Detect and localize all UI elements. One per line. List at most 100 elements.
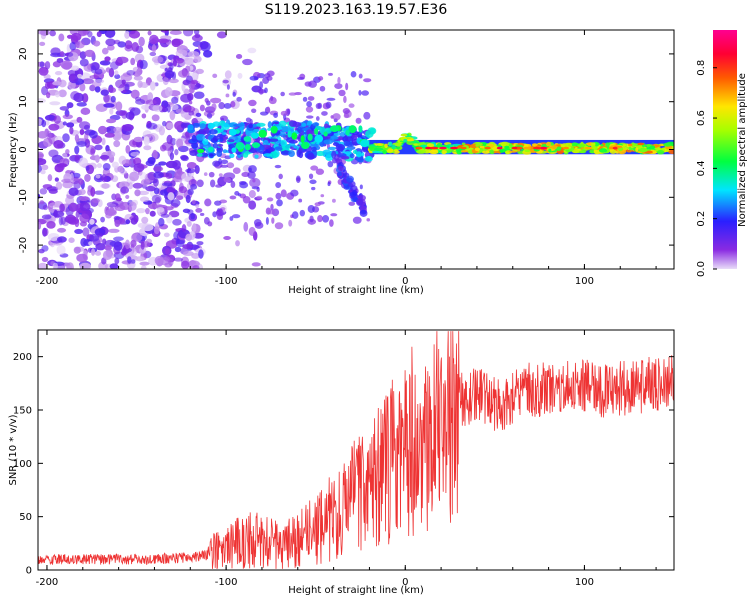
heatmap-cell — [235, 141, 245, 150]
heatmap-cell — [66, 52, 74, 57]
heatmap-cell — [591, 142, 596, 146]
heatmap-cell — [406, 138, 415, 142]
heatmap-cell — [127, 182, 134, 190]
heatmap-cell — [118, 110, 128, 116]
heatmap-cell — [311, 186, 316, 191]
heatmap-cell — [169, 30, 182, 36]
heatmap-cell — [67, 216, 80, 225]
heatmap-cell — [181, 224, 187, 233]
heatmap-cell — [171, 96, 179, 104]
heatmap-cell — [280, 139, 287, 147]
heatmap-cell — [350, 71, 357, 78]
heatmap-cell — [264, 87, 268, 94]
heatmap-cell — [199, 142, 204, 149]
heatmap-cell — [265, 217, 269, 225]
heatmap-cell — [461, 142, 466, 146]
heatmap-cell — [90, 187, 96, 197]
heatmap-cell — [248, 99, 257, 107]
spectrogram-ytick-label: 10 — [18, 95, 29, 108]
heatmap-cell — [74, 228, 84, 235]
heatmap-cell — [179, 182, 184, 192]
heatmap-cell — [69, 126, 74, 135]
heatmap-cell — [71, 172, 81, 179]
heatmap-cell — [275, 181, 282, 189]
heatmap-cell — [134, 189, 141, 197]
heatmap-cell — [90, 65, 97, 74]
heatmap-cell — [47, 174, 53, 182]
heatmap-cell — [270, 125, 278, 134]
heatmap-cell — [635, 147, 639, 152]
heatmap-cell — [365, 129, 374, 138]
heatmap-cell — [598, 148, 608, 153]
heatmap-cell — [384, 143, 388, 148]
heatmap-cell — [318, 76, 324, 81]
heatmap-cell — [203, 217, 210, 225]
heatmap-cell — [663, 142, 672, 147]
heatmap-cell — [66, 262, 74, 269]
heatmap-cell — [314, 134, 324, 143]
heatmap-cell — [56, 58, 64, 64]
heatmap-cell — [39, 41, 46, 46]
heatmap-cell — [59, 51, 65, 57]
heatmap-cell — [174, 246, 182, 253]
heatmap-cell — [308, 173, 314, 180]
heatmap-cell — [188, 87, 195, 94]
heatmap-cell — [124, 31, 130, 39]
heatmap-cell — [224, 70, 232, 79]
heatmap-cell — [124, 83, 130, 92]
heatmap-cell — [228, 128, 237, 136]
spectrogram-ytick-label: 20 — [18, 48, 29, 61]
heatmap-cell — [352, 216, 362, 224]
heatmap-cell — [223, 122, 229, 128]
heatmap-cell — [626, 150, 632, 153]
heatmap-cell — [56, 163, 68, 168]
snr-xtick-label: -200 — [36, 577, 59, 588]
heatmap-cell — [622, 144, 627, 147]
heatmap-cell — [274, 222, 284, 230]
heatmap-cell — [196, 153, 203, 157]
heatmap-cell — [79, 128, 85, 136]
heatmap-cell — [100, 216, 105, 223]
heatmap-cell — [78, 157, 88, 168]
heatmap-cell — [208, 171, 215, 178]
heatmap-cell — [589, 149, 595, 154]
heatmap-cell — [77, 73, 83, 79]
heatmap-cell — [120, 186, 130, 194]
heatmap-cell — [230, 180, 236, 189]
heatmap-cell — [147, 156, 156, 164]
heatmap-cell — [212, 160, 221, 167]
heatmap-cell — [103, 103, 115, 108]
heatmap-cell — [187, 124, 194, 131]
heatmap-cell — [416, 149, 427, 154]
heatmap-cell — [138, 171, 147, 180]
heatmap-cell — [321, 111, 328, 116]
heatmap-cell — [115, 79, 126, 89]
heatmap-cell — [54, 71, 63, 76]
heatmap-cell — [376, 143, 384, 147]
heatmap-cell — [306, 100, 312, 108]
heatmap-cell — [301, 122, 307, 127]
heatmap-cell — [368, 146, 374, 150]
heatmap-cell — [116, 56, 129, 64]
heatmap-cell — [319, 85, 326, 92]
heatmap-cell — [54, 177, 59, 182]
heatmap-cell — [180, 93, 192, 103]
heatmap-cell — [158, 217, 165, 227]
heatmap-cell — [630, 142, 636, 148]
heatmap-cell — [609, 149, 617, 154]
heatmap-cell — [326, 97, 336, 101]
heatmap-cell — [343, 95, 347, 104]
heatmap-cell — [151, 56, 164, 63]
heatmap-cell — [493, 150, 500, 154]
colorbar-label: Normalized spectral amplitude — [737, 73, 748, 227]
heatmap-cell — [215, 184, 223, 188]
heatmap-cell — [201, 152, 209, 158]
heatmap-cell — [341, 155, 350, 160]
heatmap-cell — [175, 49, 188, 57]
spectrogram-xtick-label: 100 — [575, 276, 594, 287]
heatmap-cell — [366, 218, 371, 222]
heatmap-cell — [128, 30, 141, 39]
heatmap-cell — [251, 186, 260, 190]
heatmap-cell — [74, 41, 85, 49]
